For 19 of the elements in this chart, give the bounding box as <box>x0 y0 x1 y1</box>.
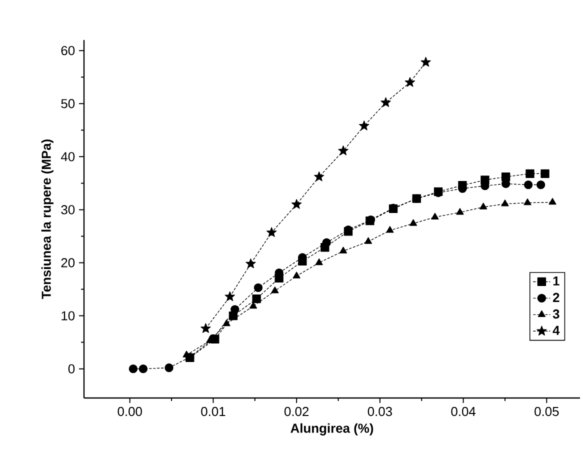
legend-label: 4 <box>552 326 560 335</box>
x-tick-label: 0.03 <box>368 406 392 416</box>
x-tick-label: 0.02 <box>284 406 309 416</box>
y-axis-title: Tensiunea la rupere (MPa) <box>41 140 54 299</box>
legend-label: 2 <box>553 292 560 302</box>
x-axis-title: Alungirea (%) <box>290 423 374 436</box>
legend-label: 3 <box>552 309 560 319</box>
x-tick-label: 0.01 <box>201 406 226 416</box>
y-tick-label: 20 <box>61 258 75 268</box>
y-tick-label: 30 <box>61 205 75 214</box>
x-tick-label: 0.05 <box>534 406 559 416</box>
y-tick-label: 10 <box>62 311 75 320</box>
y-tick-label: 0 <box>68 364 75 374</box>
legend-label: 1 <box>553 276 560 286</box>
y-tick-label: 40 <box>60 152 75 162</box>
y-tick-label: 50 <box>61 99 75 108</box>
x-tick-label: 0.00 <box>118 406 142 416</box>
x-tick-label: 0.04 <box>451 406 476 416</box>
y-tick-label: 60 <box>61 46 75 56</box>
